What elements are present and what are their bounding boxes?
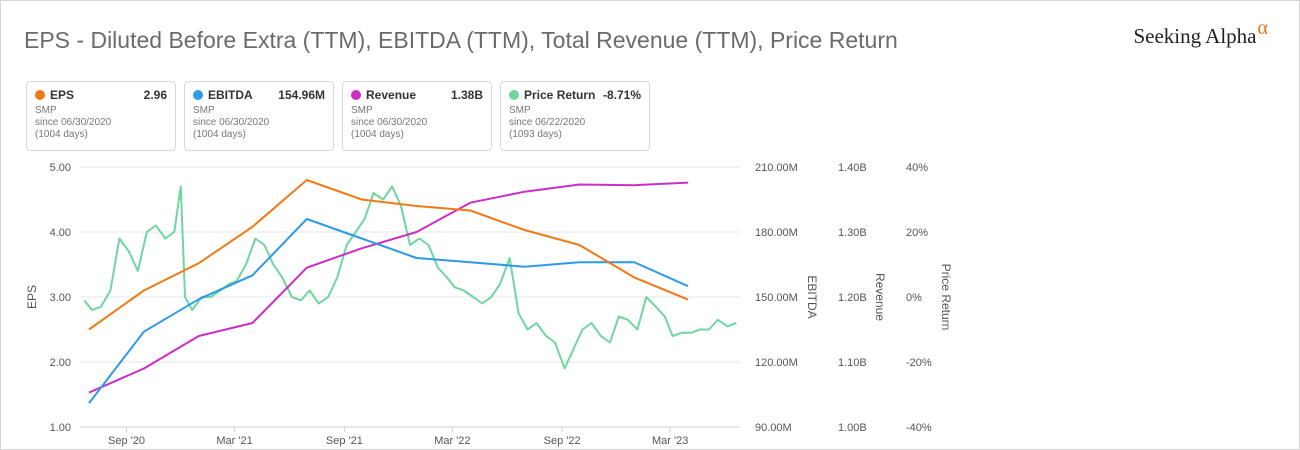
price_return-tick-label: -40% xyxy=(906,422,932,434)
ebitda-dot-icon xyxy=(193,90,203,100)
legend-ticker: SMP xyxy=(35,105,57,116)
legend-name: Revenue xyxy=(366,88,417,102)
revenue-tick-label: 1.00B xyxy=(838,422,867,434)
ebitda-tick-label: 180.00M xyxy=(755,227,798,239)
revenue-tick-label: 1.10B xyxy=(838,357,867,369)
revenue-dot-icon xyxy=(351,90,361,100)
series-line-ebitda[interactable] xyxy=(88,218,689,404)
legend-name: EPS xyxy=(50,88,75,102)
page-title: EPS - Diluted Before Extra (TTM), EBITDA… xyxy=(24,27,898,53)
eps-axis-title: EPS xyxy=(25,285,39,309)
legend-ticker: SMP xyxy=(509,105,531,116)
legend-name: Price Return xyxy=(524,88,596,102)
legend-value: 1.38B xyxy=(450,88,483,102)
legend-days: (1004 days) xyxy=(35,129,88,140)
x-tick-label: Sep '20 xyxy=(108,435,145,447)
x-tick-label: Mar '23 xyxy=(652,435,688,447)
grid-lines xyxy=(80,166,740,428)
legend-card-ebitda[interactable]: EBITDA 154.96M SMP since 06/30/2020 (1004 d… xyxy=(184,81,334,151)
legend-days: (1093 days) xyxy=(509,129,562,140)
revenue-tick-label: 1.20B xyxy=(838,292,867,304)
legend-value: 154.96M xyxy=(278,88,325,102)
legend-since: since 06/30/2020 xyxy=(35,117,112,128)
axis-ticks: 5.00 4.00 3.00 2.00 1.00 210.00M 180.00M 150.00… xyxy=(50,162,932,447)
legend-ticker: SMP xyxy=(193,105,215,116)
price_return-axis-title: Price Return xyxy=(939,264,953,331)
legend-value: -8.71% xyxy=(602,88,641,102)
legend-name: EBITDA xyxy=(208,88,253,102)
legend-days: (1004 days) xyxy=(193,129,246,140)
legend-card-price-return[interactable]: Price Return -8.71% SMP since 06/22/2020 (1… xyxy=(500,81,650,151)
x-tick-label: Mar '21 xyxy=(216,435,252,447)
axis-labels: EPS EBITDA Revenue Price Return xyxy=(25,264,953,331)
x-tick-label: Sep '22 xyxy=(544,435,581,447)
legend-since: since 06/22/2020 xyxy=(509,117,586,128)
alpha-icon: α xyxy=(1257,17,1268,39)
series-line-price-return[interactable] xyxy=(83,185,737,370)
series-line-eps[interactable] xyxy=(88,179,689,331)
ebitda-tick-label: 210.00M xyxy=(755,162,798,174)
legend-card-revenue[interactable]: Revenue 1.38B SMP since 06/30/2020 (1004 da… xyxy=(342,81,492,151)
price_return-tick-label: -20% xyxy=(906,357,932,369)
eps-tick-label: 3.00 xyxy=(50,292,71,304)
price_return-tick-label: 40% xyxy=(906,162,928,174)
price-return-dot-icon xyxy=(509,90,519,100)
eps-tick-label: 2.00 xyxy=(50,357,71,369)
series-lines xyxy=(83,179,737,404)
price_return-tick-label: 0% xyxy=(906,292,922,304)
legend-value: 2.96 xyxy=(143,88,167,102)
ebitda-axis-title: EBITDA xyxy=(805,275,819,318)
revenue-axis-title: Revenue xyxy=(873,273,887,321)
revenue-tick-label: 1.40B xyxy=(838,162,867,174)
eps-tick-label: 1.00 xyxy=(50,422,71,434)
legend-ticker: SMP xyxy=(351,105,373,116)
legend-card-eps[interactable]: EPS 2.96 SMP since 06/30/2020 (1004 days) xyxy=(26,81,176,151)
logo-text: Seeking Alpha xyxy=(1133,24,1257,48)
eps-dot-icon xyxy=(35,90,45,100)
ebitda-tick-label: 150.00M xyxy=(755,292,798,304)
legend-since: since 06/30/2020 xyxy=(351,117,428,128)
series-line-revenue[interactable] xyxy=(88,181,689,394)
legend-days: (1004 days) xyxy=(351,129,404,140)
seeking-alpha-logo[interactable]: Seeking Alphaα xyxy=(1133,17,1268,49)
price_return-tick-label: 20% xyxy=(906,227,928,239)
legend-since: since 06/30/2020 xyxy=(193,117,270,128)
x-tick-label: Mar '22 xyxy=(434,435,470,447)
revenue-tick-label: 1.30B xyxy=(838,227,867,239)
x-tick-label: Sep '21 xyxy=(326,435,363,447)
ebitda-tick-label: 90.00M xyxy=(755,422,792,434)
eps-tick-label: 4.00 xyxy=(50,227,71,239)
ebitda-tick-label: 120.00M xyxy=(755,357,798,369)
eps-tick-label: 5.00 xyxy=(50,162,71,174)
